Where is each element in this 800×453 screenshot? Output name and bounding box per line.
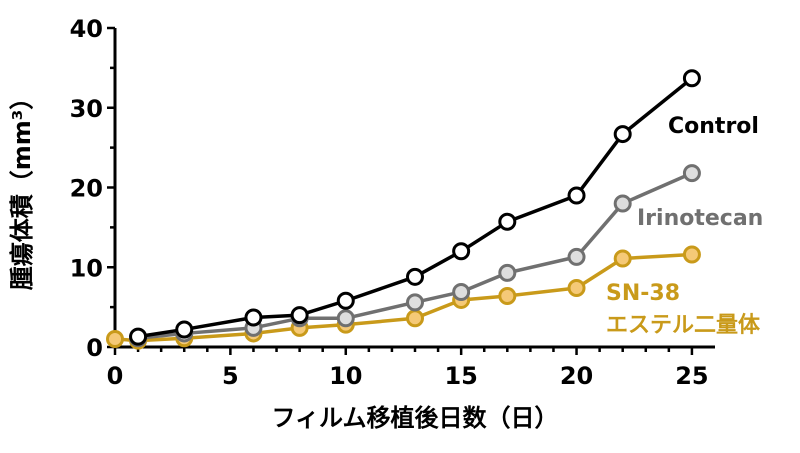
data-point — [336, 291, 355, 310]
data-point — [682, 164, 701, 183]
data-point — [452, 282, 471, 301]
tick-labels: 0 10 20 30 40 0 5 10 15 20 25 — [70, 15, 709, 390]
data-point — [452, 242, 471, 261]
data-point — [406, 309, 424, 328]
data-point — [682, 245, 701, 264]
x-tick-label: 25 — [675, 362, 708, 390]
data-point — [129, 327, 148, 346]
data-point — [290, 306, 309, 325]
data-point — [613, 125, 632, 144]
series-label: Irinotecan — [637, 206, 763, 231]
data-point — [244, 308, 263, 327]
x-tick-label: 0 — [107, 362, 124, 390]
data-point — [106, 330, 124, 349]
y-tick-label: 40 — [70, 15, 103, 43]
series-control — [129, 69, 701, 346]
data-point — [406, 293, 424, 312]
x-tick-label: 5 — [222, 362, 239, 390]
y-tick-label: 20 — [70, 175, 103, 203]
data-point — [567, 186, 586, 205]
data-point — [336, 309, 355, 328]
series-labels: Control Irinotecan SN-38 エステル二量体 — [606, 114, 763, 338]
data-point — [498, 263, 517, 282]
data-point — [613, 249, 632, 268]
data-point — [498, 212, 517, 231]
data-point — [682, 69, 701, 88]
data-point — [613, 194, 632, 213]
data-point — [406, 267, 424, 286]
y-axis-title: 腫瘍体積（mm³） — [8, 86, 36, 291]
data-point — [567, 278, 586, 297]
series-layer — [106, 69, 701, 350]
x-tick-label: 20 — [560, 362, 593, 390]
y-tick-label: 30 — [70, 95, 103, 123]
x-axis-title: フィルム移植後日数（日） — [271, 404, 558, 432]
x-tick-label: 15 — [444, 362, 477, 390]
data-point — [175, 320, 194, 339]
series-label: SN-38 — [606, 281, 680, 306]
series-label: エステル二量体 — [606, 313, 761, 338]
x-tick-label: 10 — [329, 362, 362, 390]
series-label: Control — [668, 114, 759, 139]
y-tick-label: 10 — [70, 254, 103, 282]
data-point — [498, 286, 517, 305]
y-tick-label: 0 — [86, 334, 103, 362]
data-point — [567, 247, 586, 266]
